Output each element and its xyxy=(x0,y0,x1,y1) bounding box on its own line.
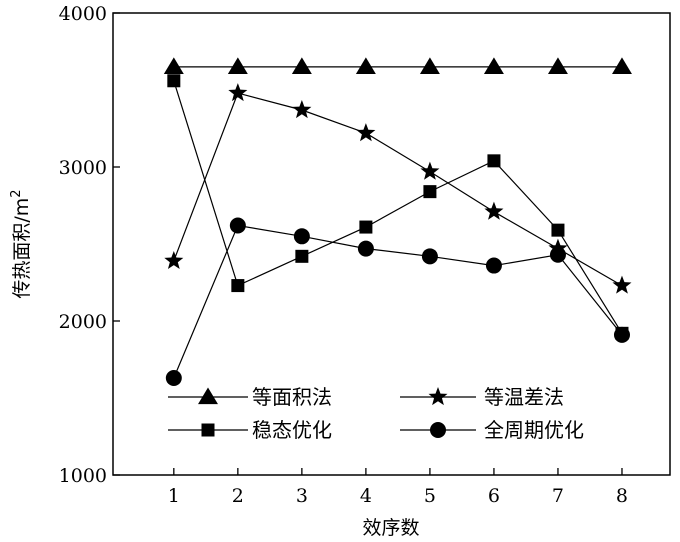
y-tick-label: 1000 xyxy=(59,465,107,487)
data-point-square xyxy=(423,185,437,199)
x-tick-label: 3 xyxy=(296,485,308,507)
x-tick-label: 7 xyxy=(552,485,564,507)
series-markers xyxy=(163,57,632,386)
data-point-circle xyxy=(485,257,502,274)
data-point-triangle xyxy=(612,57,632,75)
data-point-triangle xyxy=(163,57,184,75)
data-point-star xyxy=(612,275,632,294)
series-line-4 xyxy=(173,224,623,379)
x-tick-label: 2 xyxy=(232,485,244,507)
legend-label: 等面积法 xyxy=(252,385,332,409)
data-point-triangle xyxy=(227,57,248,75)
data-point-circle xyxy=(165,369,182,386)
legend-label: 全周期优化 xyxy=(484,418,584,442)
data-point-circle xyxy=(421,248,438,265)
legend-label: 稳态优化 xyxy=(252,418,332,442)
legend-marker-square xyxy=(201,423,215,437)
x-tick-label: 5 xyxy=(424,485,436,507)
plot-frame xyxy=(112,12,671,476)
series-lines xyxy=(173,66,623,379)
data-point-star xyxy=(356,123,376,142)
data-point-circle xyxy=(357,240,374,257)
legend-marker-star xyxy=(428,387,448,406)
axis-ticks: 1 2 3 4 5 6 7 8 1000 2000 3000 4000 xyxy=(59,3,628,507)
data-point-circle xyxy=(293,228,310,245)
data-point-circle xyxy=(229,217,246,234)
data-point-square xyxy=(487,154,501,168)
data-point-triangle xyxy=(291,57,312,75)
data-point-circle xyxy=(549,246,566,263)
data-point-star xyxy=(164,250,184,270)
series-line-3 xyxy=(173,80,623,334)
data-point-triangle xyxy=(483,57,504,75)
x-tick-label: 6 xyxy=(488,485,500,507)
y-tick-label: 3000 xyxy=(59,157,107,179)
y-axis-label-main: 传热面积/m xyxy=(11,198,33,299)
data-point-square xyxy=(551,223,565,237)
data-point-triangle xyxy=(355,57,376,75)
x-tick-label: 8 xyxy=(616,485,628,507)
data-point-star xyxy=(484,201,504,220)
data-point-square xyxy=(231,279,245,293)
data-point-square xyxy=(167,74,181,88)
x-axis-label: 效序数 xyxy=(362,517,419,539)
data-point-star xyxy=(228,83,248,102)
data-point-circle xyxy=(613,326,630,343)
data-point-star xyxy=(420,161,440,180)
data-point-square xyxy=(359,220,373,234)
data-point-square xyxy=(295,249,309,263)
x-tick-label: 4 xyxy=(360,485,372,507)
legend-label: 等温差法 xyxy=(484,385,564,409)
x-tick-label: 1 xyxy=(168,485,180,507)
y-axis-label-superscript: 2 xyxy=(9,189,24,197)
y-tick-label: 2000 xyxy=(59,311,107,333)
series-line-2 xyxy=(173,92,623,287)
data-point-triangle xyxy=(547,57,568,75)
legend-marker-circle xyxy=(430,422,446,438)
data-point-triangle xyxy=(419,57,440,75)
y-tick-label: 4000 xyxy=(59,3,107,25)
data-point-star xyxy=(292,100,312,119)
y-axis-label: 传热面积/m2 xyxy=(9,189,33,298)
legend-marker-triangle xyxy=(198,387,218,405)
